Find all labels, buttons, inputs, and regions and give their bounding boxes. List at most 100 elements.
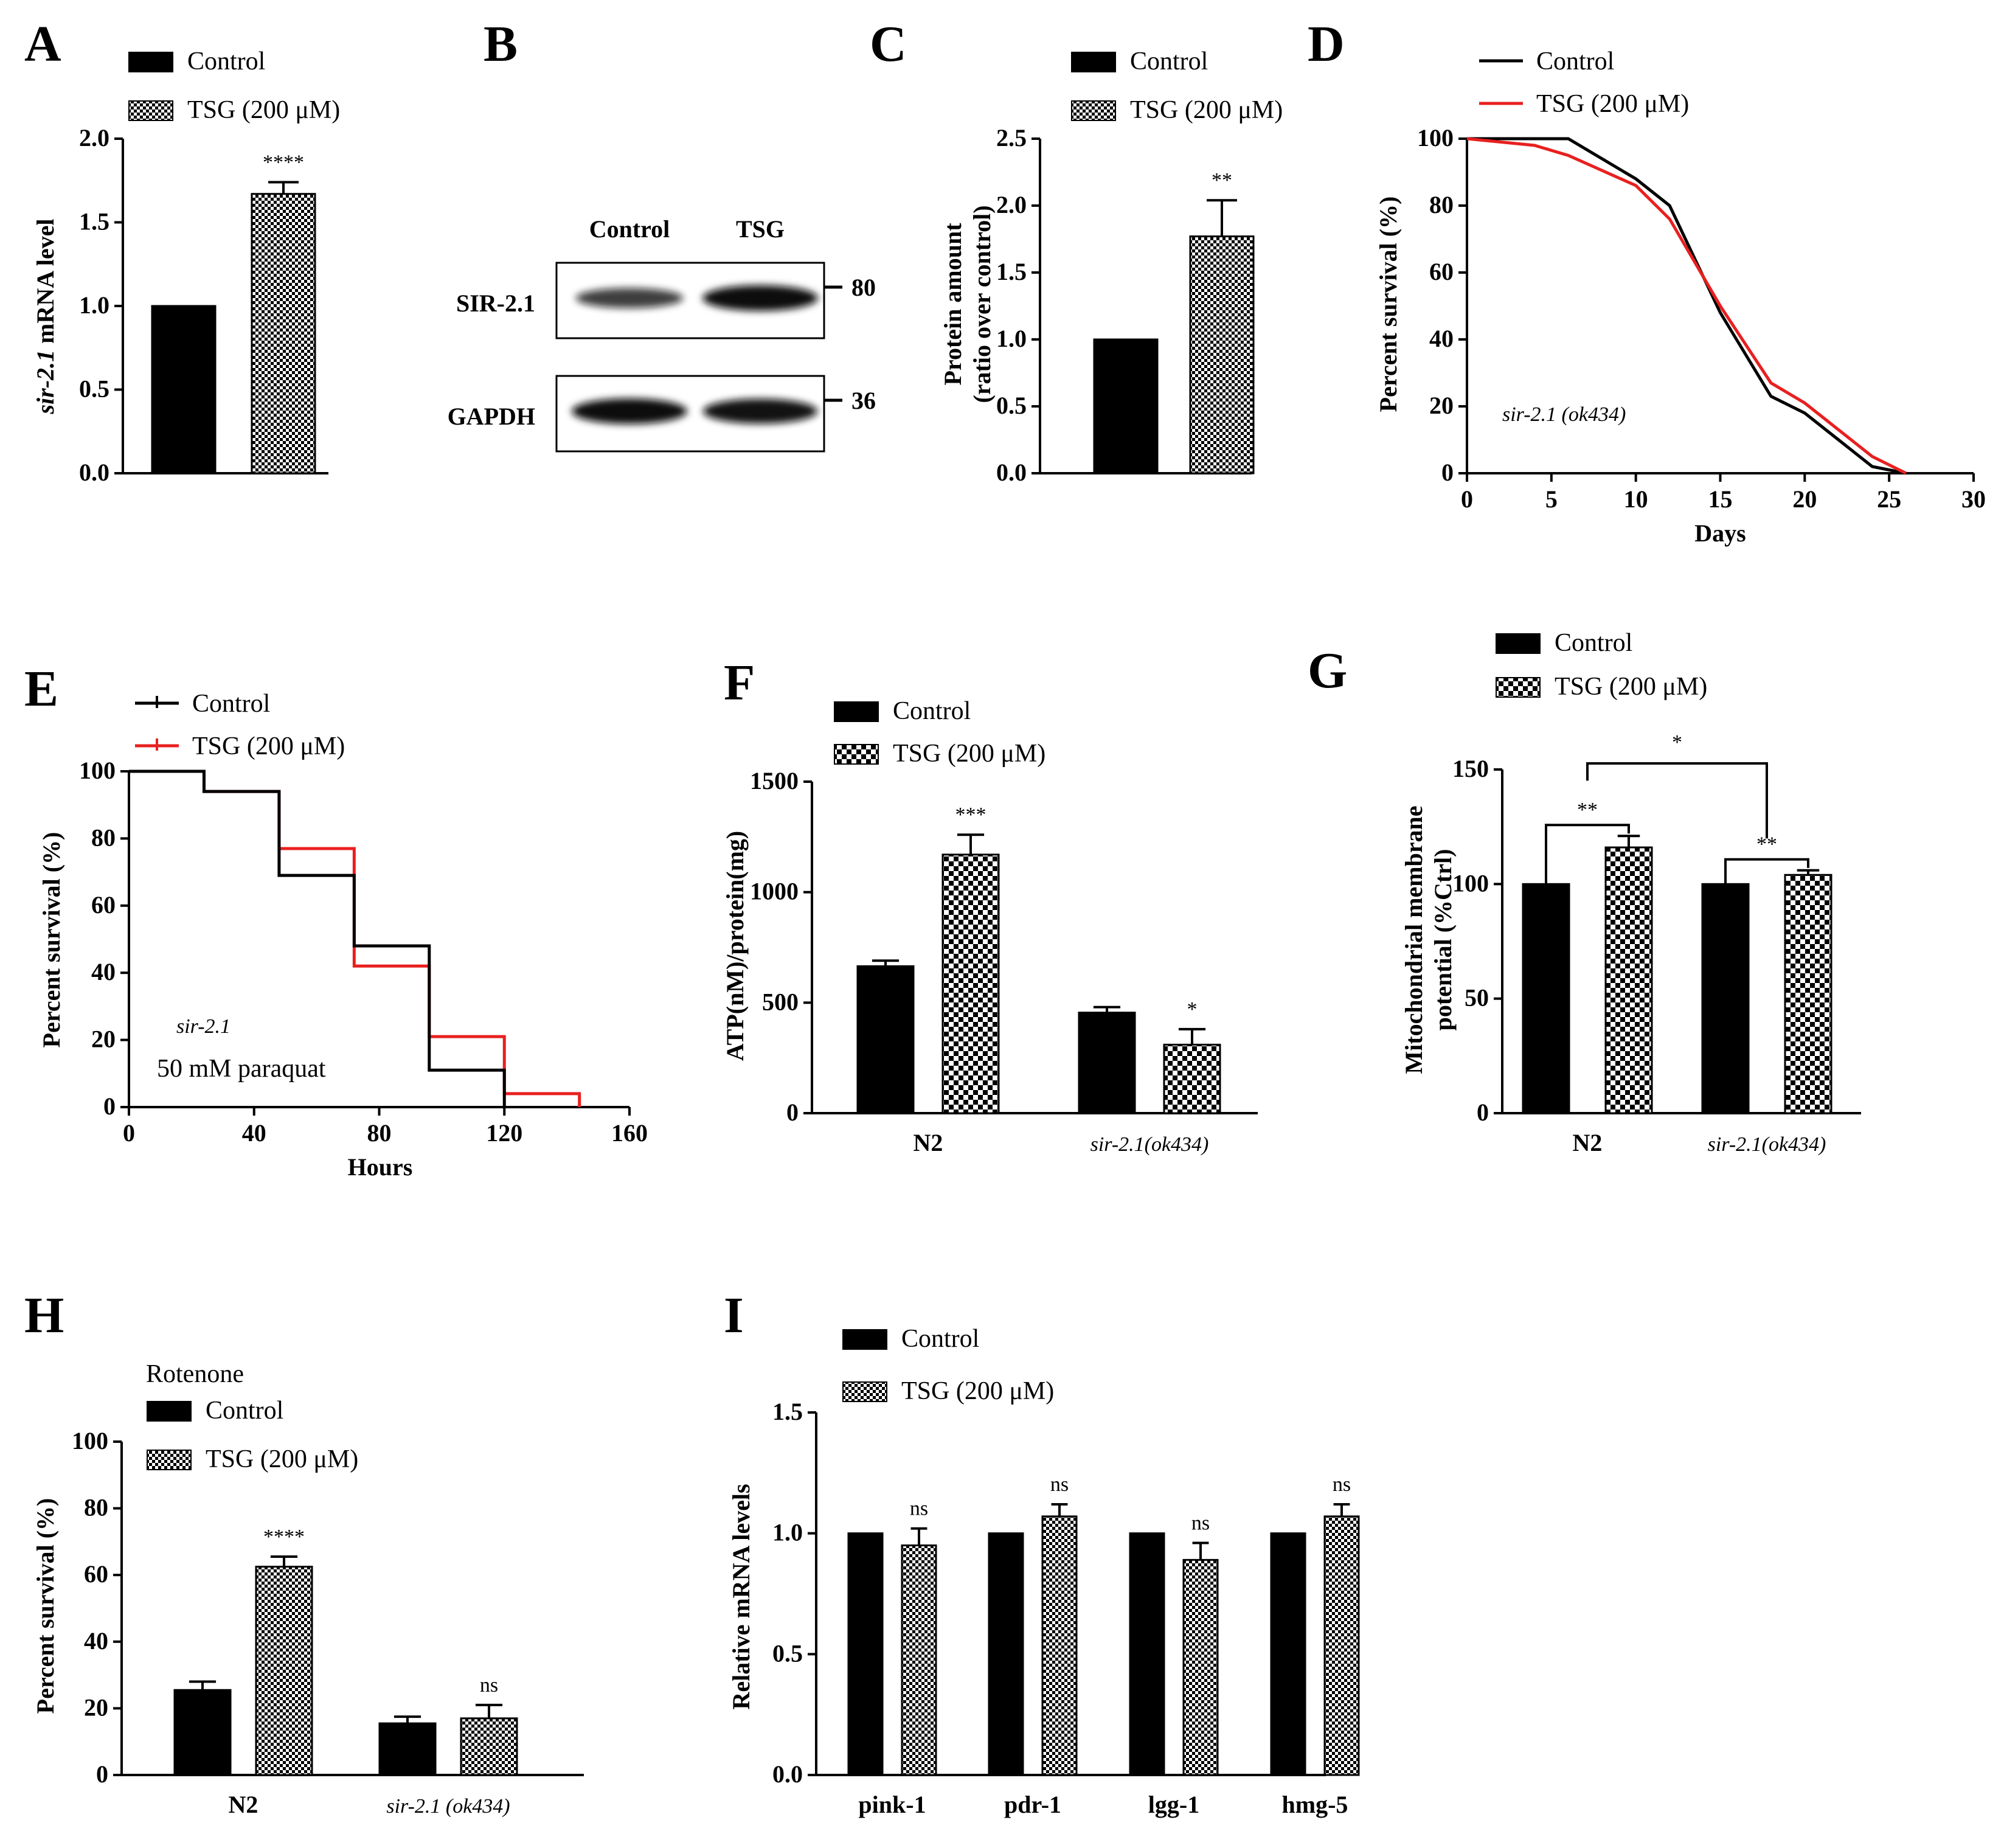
panel-d-x-tick-label: 30 <box>1961 485 1986 513</box>
panel-c-y-tick-label: 0.0 <box>996 459 1027 486</box>
panel-i-bar-tsg-3 <box>1323 1515 1360 1776</box>
panel-d-annotation: sir-2.1 (ok434) <box>1502 403 1626 426</box>
panel-d-y-tick-label: 80 <box>1429 191 1454 218</box>
panel-d-x-tick-label: 15 <box>1708 485 1733 513</box>
panel-g-legend-label-tsg: TSG (200 μM) <box>1555 673 1707 701</box>
panel-c-legend-label-control: Control <box>1130 47 1208 75</box>
blot-row-label: SIR-2.1 <box>456 290 535 317</box>
panel-f-y-tick-label: 1000 <box>750 878 799 905</box>
panel-f-bar-tsg-0 <box>941 853 1000 1114</box>
panel-e-legend-label-control: Control <box>192 690 270 718</box>
panel-d-ylabel: Percent survival (%) <box>1375 196 1402 412</box>
blot-lane-label: TSG <box>736 215 785 243</box>
panel-d-xlabel: Days <box>1694 519 1746 547</box>
panel-h-bar-control-0 <box>173 1689 232 1776</box>
panel-c-y-tick-label: 1.5 <box>996 258 1027 285</box>
panel-letter-b: B <box>484 16 518 72</box>
panel-e-ylabel: Percent survival (%) <box>38 832 65 1048</box>
panel-f-y-tick-label: 0 <box>786 1099 799 1126</box>
panel-letter-c: C <box>870 16 907 72</box>
panel-a-y-tick-label: 1.0 <box>79 291 109 319</box>
panel-a-y-tick-label: 2.0 <box>79 124 109 151</box>
panel-i-x-tick-label: lgg-1 <box>1148 1791 1199 1818</box>
panel-g-bracket-1 <box>1724 858 1809 884</box>
panel-h-bar-control-1 <box>378 1722 437 1776</box>
blot-lane-label: Control <box>589 215 670 243</box>
panel-a-legend-swatch-control <box>128 52 173 72</box>
panel-e-step-control <box>129 769 506 1107</box>
panel-c-ylabel-line: (ratio over control) <box>968 205 996 403</box>
panel-h-legend-label-tsg: TSG (200 μM) <box>206 1445 358 1473</box>
blot-band <box>702 398 818 424</box>
panel-i-ylabel: Relative mRNA levels <box>727 1484 755 1709</box>
panel-a-chart: sir-2.1 mRNA level 0.0 0.5 1.0 1.5 2.0 **** Co… <box>32 47 340 486</box>
panel-f-y-tick-label: 1500 <box>750 767 799 794</box>
panel-h-legend-label-control: Control <box>206 1397 283 1425</box>
panel-f-significance-label: * <box>1187 998 1198 1021</box>
blot-marker-label: 36 <box>851 387 876 414</box>
panel-f-significance-label: *** <box>955 804 986 826</box>
panel-i-x-tick-label: hmg-5 <box>1282 1791 1348 1818</box>
panel-a-y-tick-label: 0.5 <box>79 375 109 403</box>
panel-letter-h: H <box>24 1287 64 1344</box>
panel-c-significance-label: ** <box>1212 169 1232 192</box>
panel-e-x-tick-label: 0 <box>123 1119 135 1147</box>
panel-d-line-control <box>1467 137 1907 475</box>
panel-g-x-tick-label: N2 <box>1573 1129 1603 1156</box>
panel-d-y-tick-label: 0 <box>1441 459 1454 486</box>
panel-d-y-tick-label: 60 <box>1429 258 1454 285</box>
panel-h-y-tick-label: 100 <box>72 1427 108 1454</box>
panel-i-legend-label-control: Control <box>901 1325 979 1353</box>
panel-h-x-tick-label: sir-2.1 (ok434) <box>386 1795 510 1818</box>
panel-d-legend-label-control: Control <box>1536 47 1614 75</box>
panel-c-y-tick-label: 0.5 <box>996 392 1027 419</box>
panel-c-y-tick-label: 1.0 <box>996 325 1027 352</box>
panel-d-x-tick-label: 25 <box>1877 485 1901 513</box>
panel-d-x-tick-label: 20 <box>1792 485 1817 513</box>
panel-f-legend-label-tsg: TSG (200 μM) <box>893 740 1045 768</box>
panel-h-x-tick-label: N2 <box>229 1791 258 1818</box>
panel-i-significance-label: ns <box>1050 1473 1069 1496</box>
panel-i-bar-control-0 <box>847 1532 884 1776</box>
panel-i-bar-tsg-1 <box>1041 1515 1078 1776</box>
panel-g-bar-control-0 <box>1522 883 1570 1114</box>
panel-g-bracket-0 <box>1545 824 1630 884</box>
panel-c-bar-control-0 <box>1093 338 1159 474</box>
panel-g-bar-tsg-0 <box>1604 846 1653 1114</box>
panel-i-y-tick-label: 0.0 <box>772 1760 803 1788</box>
panel-e-chart: sir-2.1 50 mM paraquat 0 20 40 60 80 100 0 40 80… <box>38 690 648 1181</box>
panel-e-y-tick-label: 100 <box>79 757 116 784</box>
panel-i-legend-swatch-tsg <box>842 1381 887 1402</box>
panel-f-x-tick-label: N2 <box>914 1129 943 1156</box>
panel-i-chart: 0.0 0.5 1.0 1.5 pink-1 pdr-1 lgg-1 hmg-5 ns ns ns n… <box>727 1325 1360 1818</box>
panel-g-y-tick-label: 150 <box>1452 755 1489 782</box>
panel-i-y-tick-label: 1.5 <box>772 1398 803 1425</box>
panel-f-legend-swatch-control <box>834 701 879 722</box>
panel-g-ylabel-line: Mitochondrial membrane <box>1400 805 1427 1074</box>
panel-e-x-tick-label: 40 <box>242 1119 266 1147</box>
panel-e-annotation-condition: 50 mM paraquat <box>157 1055 326 1083</box>
panel-h-chart: Rotenone 0 20 40 60 80 100 N2 sir-2.1 (ok434) **… <box>32 1360 584 1818</box>
panel-letter-g: G <box>1308 642 1347 699</box>
panel-letter-d: D <box>1308 16 1345 72</box>
panel-f-y-tick-label: 500 <box>762 988 799 1015</box>
panel-h-ylabel: Percent survival (%) <box>32 1498 59 1714</box>
blot-band <box>575 288 684 308</box>
panel-e-y-tick-label: 80 <box>91 824 116 851</box>
panel-a-ylabel: sir-2.1 mRNA level <box>32 218 59 414</box>
blot-row-label: GAPDH <box>448 403 535 430</box>
blot-band <box>572 398 687 424</box>
panel-g-y-tick-label: 100 <box>1452 869 1489 897</box>
panel-h-y-tick-label: 20 <box>84 1693 108 1721</box>
panel-h-significance-label: ns <box>480 1674 498 1697</box>
panel-g-ylabel-line: potential (%Ctrl) <box>1429 849 1457 1031</box>
panel-letter-f: F <box>724 655 755 711</box>
panel-a-legend-swatch-tsg <box>128 100 173 121</box>
panel-i-x-tick-label: pink-1 <box>858 1791 926 1818</box>
panel-h-y-tick-label: 80 <box>84 1494 108 1521</box>
panel-f-bar-control-1 <box>1078 1012 1136 1114</box>
panel-i-significance-label: ns <box>910 1498 928 1520</box>
panel-e-y-tick-label: 0 <box>103 1092 116 1120</box>
